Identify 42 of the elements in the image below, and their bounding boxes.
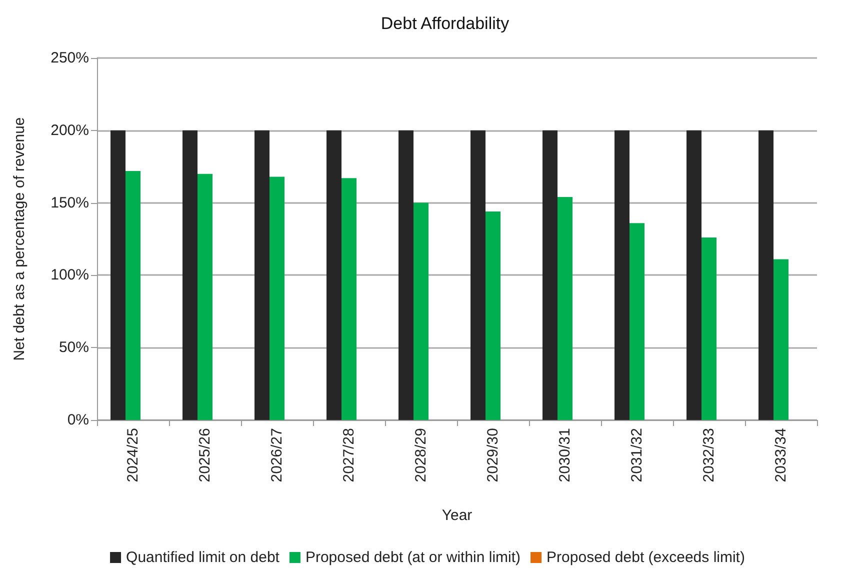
bar (326, 130, 342, 420)
bar (470, 130, 486, 420)
chart-title: Debt Affordability (380, 14, 510, 33)
y-tick-label: 0% (67, 412, 89, 428)
bar (686, 130, 702, 420)
x-tick-label: 2028/29 (412, 428, 430, 482)
y-tick-label: 200% (50, 122, 89, 139)
bar (558, 197, 572, 420)
bar (542, 130, 558, 420)
y-tick-label: 250% (50, 50, 89, 66)
x-tick-label: 2032/33 (700, 428, 718, 482)
x-axis-title: Year (442, 507, 472, 524)
bar (702, 238, 716, 420)
bar (398, 130, 414, 420)
bar (342, 178, 356, 420)
bar (254, 130, 270, 420)
x-tick-label: 2030/31 (556, 428, 574, 482)
bar (486, 211, 500, 420)
y-tick-label: 50% (58, 339, 89, 356)
x-tick-label: 2024/25 (124, 428, 142, 482)
y-axis-title: Net debt as a percentage of revenue (11, 117, 28, 361)
bar (270, 176, 284, 420)
bar (182, 130, 198, 420)
x-tick-label: 2025/26 (196, 428, 214, 482)
x-tick-label: 2029/30 (484, 428, 502, 482)
legend-label: Proposed debt (exceeds limit) (546, 549, 745, 566)
bar (110, 130, 126, 420)
bar (774, 259, 788, 420)
bar (198, 174, 212, 420)
y-tick-label: 100% (50, 266, 89, 284)
y-tick-label: 150% (50, 194, 89, 212)
x-tick-label: 2026/27 (268, 428, 286, 482)
x-tick-label: 2027/28 (340, 428, 358, 482)
legend-label: Quantified limit on debt (126, 549, 280, 566)
bar (126, 170, 140, 420)
x-tick-label: 2033/34 (772, 428, 790, 482)
bar (630, 223, 644, 420)
x-tick-label: 2031/32 (628, 428, 646, 482)
bar (758, 130, 774, 420)
bar (614, 130, 630, 420)
legend-label: Proposed debt (at or within limit) (305, 549, 521, 566)
bar (414, 202, 428, 420)
